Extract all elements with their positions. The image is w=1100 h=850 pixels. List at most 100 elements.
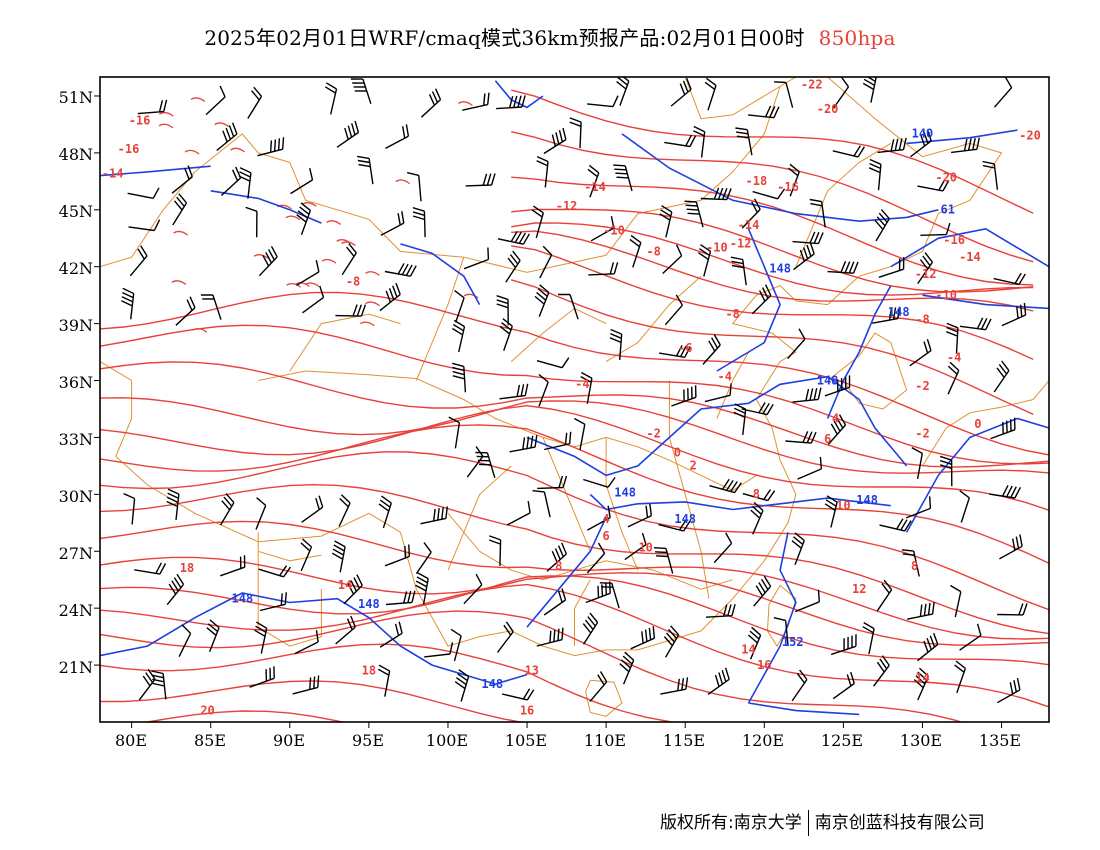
wind-barb <box>959 317 992 331</box>
wind-barb <box>663 625 680 658</box>
temperature-label: 0 <box>974 417 981 431</box>
wind-barb <box>773 617 789 647</box>
wind-barb <box>296 260 320 286</box>
temperature-label: 16 <box>520 703 534 717</box>
wind-barb <box>709 478 742 494</box>
height-contour-line <box>748 702 860 716</box>
height-contour-line <box>589 493 891 511</box>
temperature-isotherm <box>511 208 1034 293</box>
boundary-line <box>447 465 512 571</box>
wind-barb <box>733 403 747 435</box>
wind-barb <box>939 455 953 487</box>
boundary-line <box>605 275 702 363</box>
wind-barb <box>583 476 616 488</box>
temperature-label: -2 <box>646 426 660 440</box>
wind-barb <box>569 117 582 149</box>
lat-label-27n: 27N <box>58 544 93 563</box>
wind-barb <box>496 295 509 326</box>
temperature-isotherm <box>511 131 1034 263</box>
wind-barb <box>258 245 278 277</box>
temperature-label: 4 <box>603 512 610 526</box>
wind-barb <box>501 688 535 701</box>
wind-barb <box>538 373 549 407</box>
lon-label-100e: 100E <box>425 731 469 750</box>
wind-barb <box>589 671 608 703</box>
wind-barb <box>735 127 753 156</box>
wind-barb <box>664 294 684 326</box>
wind-barb <box>920 222 951 236</box>
temperature-label: -18 <box>746 174 768 188</box>
map-title: 2025年02月01日WRF/cmaq模式36km预报产品:02月01日00时 8… <box>0 22 1100 51</box>
wind-barb <box>462 92 490 111</box>
temperature-label: 20 <box>200 703 214 717</box>
wind-barb <box>448 416 461 449</box>
wind-barb <box>466 446 484 478</box>
wind-barb <box>959 490 970 523</box>
wind-barb <box>379 282 401 312</box>
temperature-isotherm <box>511 89 1034 214</box>
wind-barb <box>385 124 410 150</box>
wind-barb <box>544 431 572 451</box>
wind-barb <box>947 361 960 395</box>
boundary-line <box>100 77 1003 657</box>
wind-barb <box>301 495 324 523</box>
wind-barb <box>587 164 600 198</box>
temperature-isotherm-segment <box>365 301 380 307</box>
wind-barb <box>684 200 704 228</box>
wind-barb <box>536 357 570 369</box>
lat-label-51n: 51N <box>58 88 93 107</box>
temperature-label: -14 <box>959 250 981 264</box>
temperature-isotherm <box>100 583 1049 708</box>
wind-barb <box>587 505 611 531</box>
wind-barb <box>324 82 338 115</box>
lat-label-24n: 24N <box>58 601 93 620</box>
wind-barb <box>290 168 314 195</box>
wind-barb <box>166 488 180 520</box>
wind-barb <box>658 345 691 358</box>
temperature-label: -4 <box>575 377 589 391</box>
wind-barb <box>205 85 226 116</box>
lon-label-125e: 125E <box>820 731 864 750</box>
temperature-isotherm <box>100 610 964 722</box>
wind-barb <box>713 532 733 564</box>
wind-barb <box>827 414 847 445</box>
wind-barb <box>127 187 160 199</box>
wind-barb <box>704 77 717 111</box>
height-contour-line <box>621 133 939 223</box>
temperature-isotherm <box>100 556 1049 646</box>
wind-barb <box>296 202 312 236</box>
wind-barb <box>420 88 442 118</box>
temperature-label: -8 <box>915 313 929 327</box>
temperature-label: 12 <box>852 582 866 596</box>
wind-barb <box>475 451 496 478</box>
temperature-label: -4 <box>947 351 961 365</box>
temperature-label: -14 <box>584 180 606 194</box>
temperature-isotherm-segment <box>463 293 479 299</box>
wind-barb <box>653 547 674 574</box>
wind-barb <box>901 549 920 577</box>
temperature-isotherm-segment <box>458 101 473 106</box>
wind-barb <box>151 670 167 700</box>
wind-barb <box>166 573 185 606</box>
wind-barb <box>660 677 689 695</box>
temperature-isotherm <box>100 643 680 722</box>
wind-barb <box>993 360 1010 393</box>
wind-barb <box>748 105 780 119</box>
temperature-label: 2 <box>690 459 697 473</box>
temperature-isotherm-segment <box>158 123 174 129</box>
wind-barb <box>341 243 357 276</box>
wind-barb <box>573 417 586 451</box>
height-contour-line <box>716 228 781 372</box>
wind-barb <box>832 145 865 158</box>
height-label: 148 <box>888 305 910 319</box>
wind-barb <box>917 632 939 662</box>
height-label: 148 <box>856 493 878 507</box>
wind-barb <box>384 544 410 567</box>
wind-barb <box>412 207 426 238</box>
temperature-isotherm <box>100 424 1049 564</box>
wind-barb <box>753 575 772 607</box>
wind-barb <box>879 518 912 532</box>
wind-barb <box>531 205 544 239</box>
boundary-line <box>766 585 797 648</box>
